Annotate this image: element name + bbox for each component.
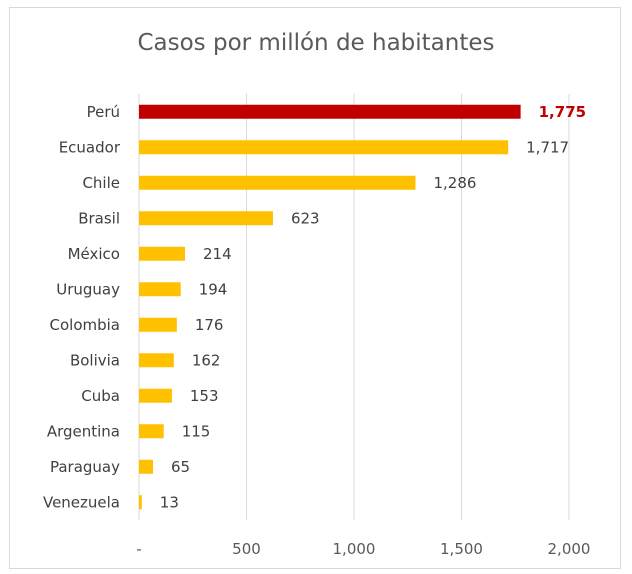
data-label: 115 — [182, 422, 211, 440]
bar — [139, 211, 273, 226]
bar — [139, 424, 164, 439]
bar — [139, 317, 177, 332]
bar — [139, 495, 142, 510]
category-label: Uruguay — [56, 280, 120, 298]
data-label: 1,717 — [526, 138, 569, 156]
data-label: 1,775 — [539, 103, 586, 121]
category-label: Venezuela — [43, 493, 120, 511]
bar — [139, 140, 509, 155]
bar — [139, 459, 153, 474]
x-tick-label: 1,000 — [333, 540, 376, 558]
bar — [139, 282, 181, 297]
category-label: Argentina — [47, 422, 120, 440]
category-label: Brasil — [78, 209, 120, 227]
category-label: Cuba — [81, 387, 120, 405]
chart-title: Casos por millón de habitantes — [137, 30, 495, 56]
x-tick-label: - — [136, 540, 141, 558]
bar — [139, 353, 174, 368]
data-label: 13 — [160, 493, 179, 511]
x-tick-label: 1,500 — [440, 540, 483, 558]
category-label: Perú — [87, 103, 120, 121]
data-label: 214 — [203, 245, 232, 263]
x-tick-label: 500 — [232, 540, 261, 558]
data-label: 1,286 — [433, 174, 476, 192]
data-label: 65 — [171, 458, 190, 476]
chart-area — [9, 7, 621, 569]
category-label: México — [68, 245, 120, 263]
data-label: 194 — [199, 280, 228, 298]
x-tick-label: 2,000 — [548, 540, 591, 558]
bar — [139, 175, 416, 190]
category-label: Bolivia — [70, 351, 120, 369]
bar — [139, 388, 172, 403]
category-label: Paraguay — [50, 458, 120, 476]
data-label: 623 — [291, 209, 320, 227]
category-label: Chile — [82, 174, 120, 192]
category-label: Ecuador — [59, 138, 121, 156]
category-label: Colombia — [50, 316, 121, 334]
data-label: 162 — [192, 351, 221, 369]
bar — [139, 104, 521, 119]
data-label: 176 — [195, 316, 224, 334]
data-label: 153 — [190, 387, 219, 405]
bar — [139, 246, 186, 261]
